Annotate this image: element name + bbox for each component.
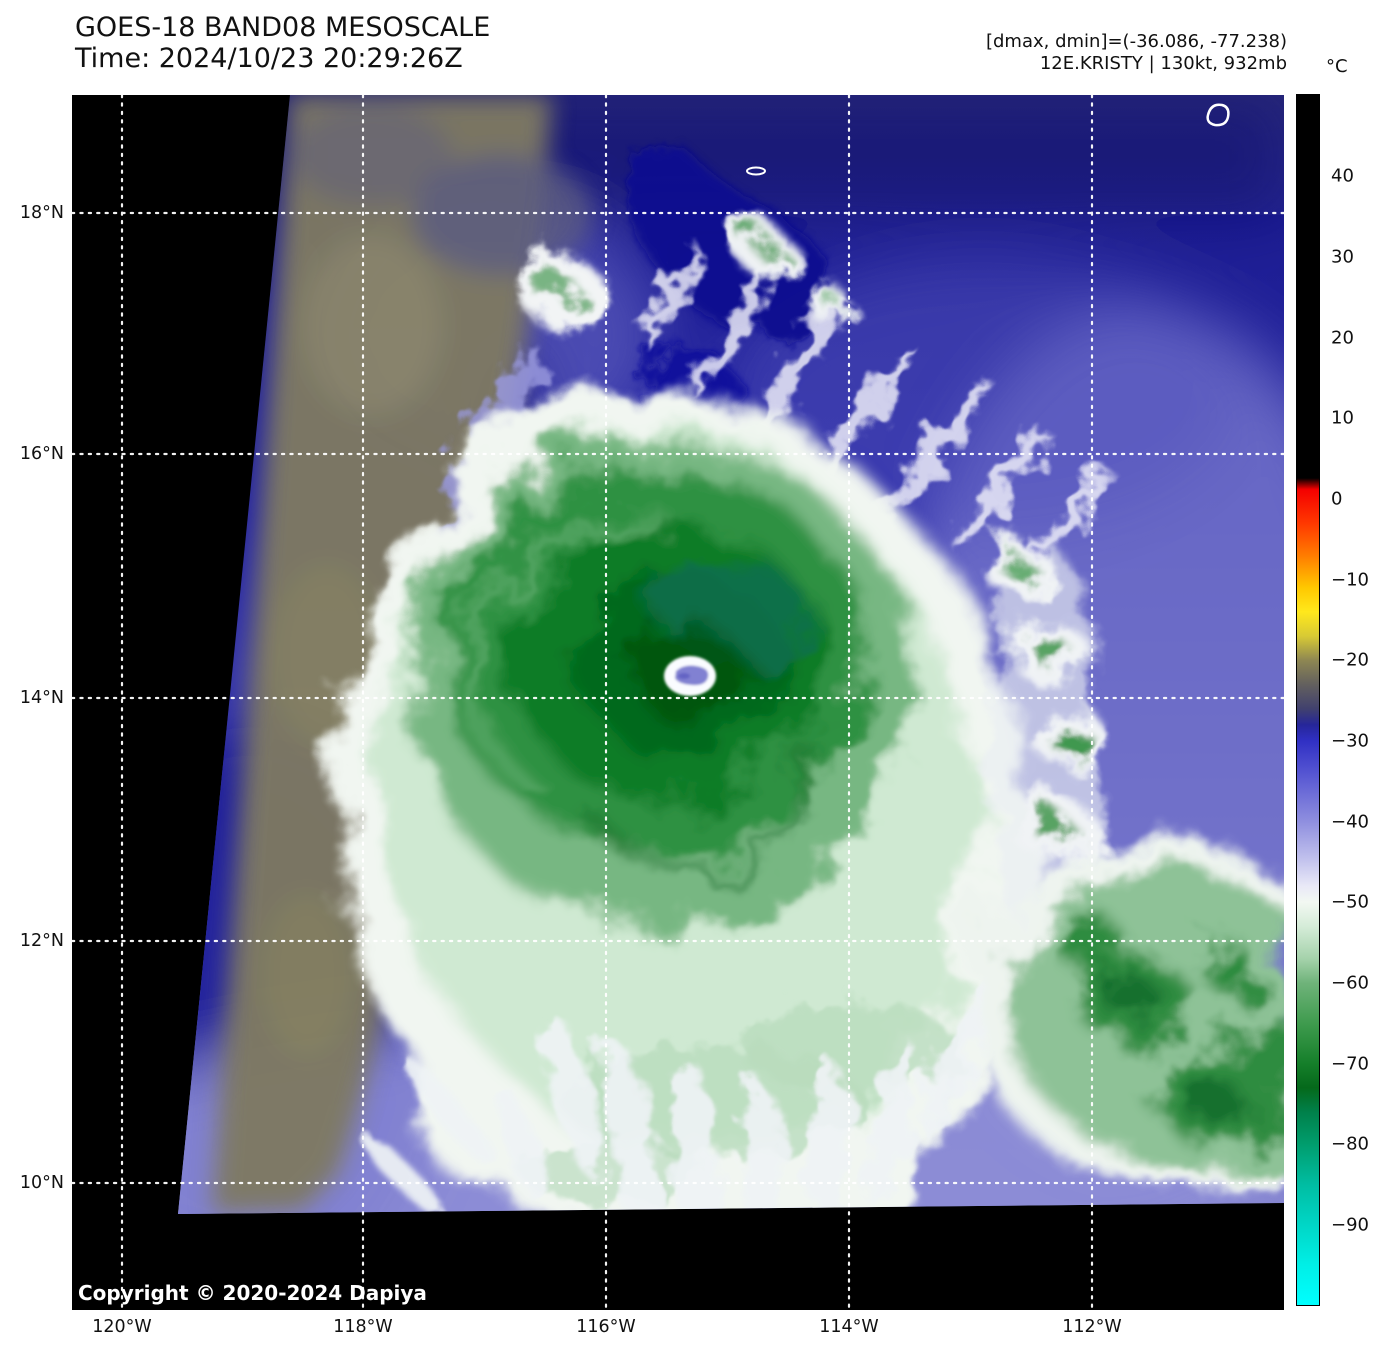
- colorbar-tick-label: −80: [1331, 1133, 1369, 1155]
- island-outline-clarion: [746, 166, 766, 176]
- lon-tick-label: 118°W: [333, 1317, 393, 1337]
- colorbar-tick-label: 30: [1331, 246, 1354, 268]
- satellite-scene: [72, 95, 1284, 1310]
- colorbar-tick-label: −10: [1331, 569, 1369, 591]
- lon-tick-label: 116°W: [576, 1317, 636, 1337]
- island-outline-socorro: [1206, 103, 1230, 127]
- south-streamers: [362, 945, 1021, 1214]
- lat-tick-label: 12°N: [19, 931, 64, 951]
- storm-eye: [664, 656, 716, 696]
- lat-tick-label: 10°N: [19, 1173, 64, 1193]
- data-region: [178, 95, 1284, 1214]
- north-convective-blobs: [518, 223, 846, 326]
- lon-tick-label: 120°W: [92, 1317, 152, 1337]
- lat-tick-label: 14°N: [19, 688, 64, 708]
- colorbar-tick-label: 0: [1331, 488, 1343, 510]
- copyright-label: Copyright © 2020-2024 Dapiya: [78, 1281, 427, 1305]
- graticule-gridlines: [72, 95, 1284, 1310]
- colorbar-tick-label: −90: [1331, 1214, 1369, 1236]
- satellite-map: Copyright © 2020-2024 Dapiya: [72, 95, 1284, 1310]
- colorbar-tick-label: −30: [1331, 730, 1369, 752]
- colorbar-unit-label: °C: [1326, 56, 1348, 77]
- colorbar-tick-label: −40: [1331, 811, 1369, 833]
- header-right-block: [dmax, dmin]=(-36.086, -77.238) 12E.KRIST…: [986, 31, 1287, 75]
- lon-tick-label: 112°W: [1062, 1317, 1122, 1337]
- page-title: GOES-18 BAND08 MESOSCALE: [75, 12, 491, 43]
- colorbar-tick-label: 40: [1331, 165, 1354, 187]
- storm-info-label: 12E.KRISTY | 130kt, 932mb: [1039, 53, 1287, 74]
- colorbar-tick-label: −60: [1331, 972, 1369, 994]
- colorbar-tick-label: −20: [1331, 649, 1369, 671]
- colorbar-tick-label: −50: [1331, 891, 1369, 913]
- page-title-block: GOES-18 BAND08 MESOSCALE Time: 2024/10/23…: [75, 12, 490, 74]
- colorbar-tick-label: 20: [1331, 327, 1354, 349]
- time-label: Time: 2024/10/23 20:29:26Z: [75, 43, 463, 74]
- lat-tick-label: 18°N: [19, 203, 64, 223]
- colorbar-tick-label: −70: [1331, 1053, 1369, 1075]
- southeast-cluster: [970, 841, 1284, 1193]
- colorbar-tick-label: 10: [1331, 407, 1354, 429]
- dmax-dmin-label: [dmax, dmin]=(-36.086, -77.238): [985, 31, 1287, 52]
- lat-tick-label: 16°N: [19, 444, 64, 464]
- lon-tick-label: 114°W: [819, 1317, 879, 1337]
- colorbar: [1296, 94, 1320, 1306]
